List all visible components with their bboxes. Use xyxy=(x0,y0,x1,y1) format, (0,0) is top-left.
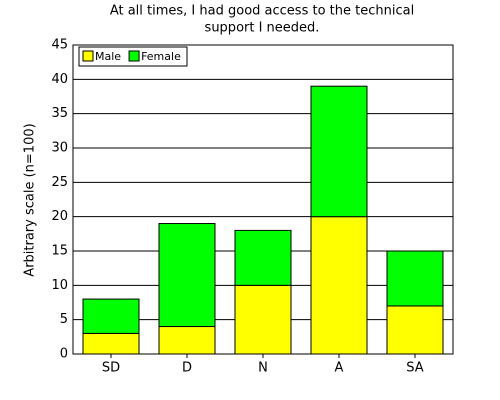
x-tick-label: SA xyxy=(406,361,423,376)
y-tick-label: 25 xyxy=(51,175,68,190)
y-tick-label: 40 xyxy=(51,72,68,87)
y-axis-label: Arbitrary scale (n=100) xyxy=(23,123,38,276)
x-tick-label: N xyxy=(258,361,268,376)
bar-segment xyxy=(158,326,216,355)
chart-title: At all times, I had good access to the t… xyxy=(110,4,414,19)
x-tick-label: A xyxy=(335,361,344,376)
legend-label: Male xyxy=(95,50,121,63)
y-tick-label: 5 xyxy=(60,312,68,327)
bar-segment xyxy=(310,85,368,218)
bar-segment xyxy=(310,216,368,355)
y-tick-label: 20 xyxy=(51,209,68,224)
bar-segment xyxy=(82,332,140,355)
x-tick-label: SD xyxy=(102,361,120,376)
y-tick-label: 45 xyxy=(51,38,68,53)
bar-segment xyxy=(234,284,292,355)
bar-segment xyxy=(158,223,216,328)
y-tick-label: 15 xyxy=(51,244,68,259)
y-tick-label: 0 xyxy=(60,347,68,362)
bar-segment xyxy=(234,229,292,286)
y-tick-label: 30 xyxy=(51,141,68,156)
y-tick-label: 10 xyxy=(51,278,68,293)
legend-swatch xyxy=(128,50,140,62)
chart-title: support I needed. xyxy=(205,21,320,36)
legend-swatch xyxy=(82,50,94,62)
legend-label: Female xyxy=(141,50,181,63)
x-tick-label: D xyxy=(182,361,192,376)
bar-segment xyxy=(386,305,444,355)
y-tick-label: 35 xyxy=(51,106,68,121)
bar-segment xyxy=(386,250,444,307)
bar-segment xyxy=(82,298,140,334)
